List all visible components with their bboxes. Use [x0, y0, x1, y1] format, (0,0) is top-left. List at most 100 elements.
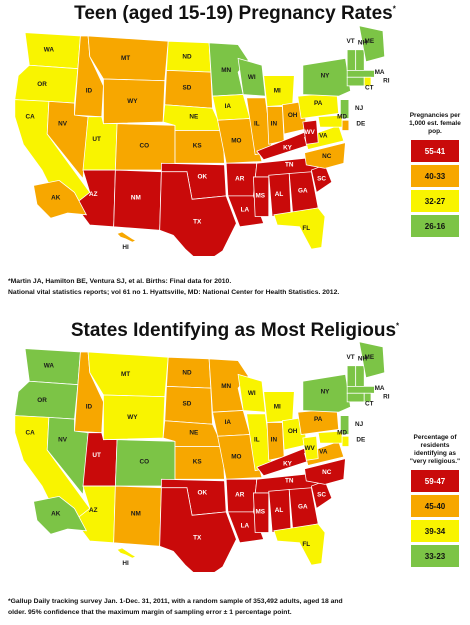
state-label-il: IL	[254, 120, 260, 127]
state-label-wi: WI	[248, 74, 256, 81]
state-label-ar: AR	[235, 175, 245, 182]
state-label-ar: AR	[235, 491, 245, 498]
state-label-ny: NY	[321, 72, 331, 79]
state-label-sc: SC	[317, 491, 326, 498]
state-label-ri: RI	[383, 77, 390, 84]
state-label-la: LA	[241, 522, 250, 529]
state-md	[317, 114, 343, 128]
map2-legend: Percentage of residents identifying as "…	[406, 434, 464, 570]
state-label-ut: UT	[92, 136, 101, 143]
state-label-ia: IA	[225, 103, 232, 110]
state-label-vt: VT	[346, 38, 354, 45]
state-me	[358, 25, 386, 63]
map1-legend-item: 55-41	[411, 140, 459, 162]
state-md	[317, 430, 343, 444]
map1-footnote: *Martin JA, Hamilton BE, Ventura SJ, et …	[8, 278, 340, 296]
state-label-mn: MN	[221, 383, 231, 390]
state-label-va: VA	[319, 132, 328, 139]
state-label-wv: WV	[305, 129, 316, 136]
map2-legend-item: 45-40	[411, 495, 459, 517]
map2-legend-title: Percentage of residents identifying as "…	[409, 434, 461, 465]
state-label-al: AL	[275, 191, 284, 198]
state-label-mn: MN	[221, 67, 231, 74]
state-label-ma: MA	[375, 385, 385, 392]
state-label-md: MD	[337, 429, 347, 436]
state-label-ga: GA	[298, 187, 308, 194]
map2-legend-item: 33-23	[411, 545, 459, 567]
state-label-nv: NV	[58, 436, 68, 443]
state-label-ky: KY	[283, 460, 293, 467]
state-mo	[217, 118, 263, 164]
state-me	[358, 341, 386, 379]
state-label-ky: KY	[283, 144, 293, 151]
state-wi	[237, 373, 266, 413]
map1-legend-item: 40-33	[411, 165, 459, 187]
state-label-la: LA	[241, 206, 250, 213]
state-label-ct: CT	[365, 84, 374, 91]
state-label-nd: ND	[182, 53, 192, 60]
state-label-az: AZ	[89, 191, 98, 198]
state-label-oh: OH	[288, 112, 298, 119]
state-label-ga: GA	[298, 503, 308, 510]
state-label-mi: MI	[274, 404, 281, 411]
state-nj	[339, 415, 350, 435]
state-label-mt: MT	[121, 371, 130, 378]
state-fl	[273, 207, 326, 250]
state-label-id: ID	[86, 404, 93, 411]
teen-pregnancy-panel: Teen (aged 15-19) Pregnancy Rates* WA OR C…	[0, 0, 470, 312]
state-label-ak: AK	[51, 510, 61, 517]
state-wi	[237, 57, 266, 97]
state-ut	[82, 432, 118, 487]
state-label-co: CO	[140, 459, 150, 466]
state-label-nj: NJ	[355, 105, 364, 112]
state-label-mt: MT	[121, 55, 130, 62]
state-nj	[339, 99, 350, 119]
map1-legend-item: 32-27	[411, 190, 459, 212]
state-label-de: DE	[356, 436, 366, 443]
state-label-wa: WA	[44, 362, 55, 369]
state-label-nh: NH	[358, 40, 368, 47]
state-label-vt: VT	[346, 354, 354, 361]
map1-title: Teen (aged 15-19) Pregnancy Rates*	[74, 3, 396, 24]
state-mo	[217, 434, 263, 480]
state-label-nc: NC	[322, 153, 332, 160]
state-wv	[302, 435, 319, 461]
state-label-nc: NC	[322, 469, 332, 476]
state-label-ne: NE	[189, 429, 199, 436]
map1-legend-item: 26-16	[411, 215, 459, 237]
state-label-tn: TN	[285, 162, 294, 169]
state-label-hi: HI	[122, 244, 129, 251]
state-label-nj: NJ	[355, 421, 364, 428]
state-ks	[174, 130, 225, 164]
state-fl	[273, 523, 326, 566]
state-label-wv: WV	[305, 445, 316, 452]
map2-legend-item: 59-47	[411, 470, 459, 492]
state-tx	[159, 171, 237, 256]
state-nc	[304, 142, 346, 169]
state-ma	[346, 70, 375, 78]
state-label-fl: FL	[302, 225, 310, 232]
state-label-in: IN	[271, 436, 278, 443]
state-vt	[346, 365, 357, 387]
state-ny	[302, 373, 351, 413]
state-label-de: DE	[356, 120, 366, 127]
map1-legend: Pregnancies per 1,000 est. female pop. 5…	[406, 112, 464, 240]
state-label-mi: MI	[274, 88, 281, 95]
state-label-tx: TX	[193, 218, 202, 225]
state-ri	[363, 76, 372, 87]
state-label-sc: SC	[317, 175, 326, 182]
state-label-sd: SD	[183, 84, 192, 91]
state-ri	[363, 392, 372, 403]
religious-map: WA OR CA ID NV UT AZ MT WY CO NM ND SD NE KS OK TX MN IA MO…	[14, 341, 390, 572]
state-label-pa: PA	[314, 416, 323, 423]
state-ak	[33, 179, 88, 219]
state-label-wa: WA	[44, 46, 55, 53]
state-label-nm: NM	[131, 194, 141, 201]
state-ms	[253, 492, 270, 533]
state-ia	[212, 94, 251, 121]
state-label-tn: TN	[285, 478, 294, 485]
state-label-ny: NY	[321, 388, 331, 395]
state-label-ms: MS	[255, 193, 265, 200]
state-nh	[355, 49, 365, 71]
state-ak	[33, 495, 88, 535]
